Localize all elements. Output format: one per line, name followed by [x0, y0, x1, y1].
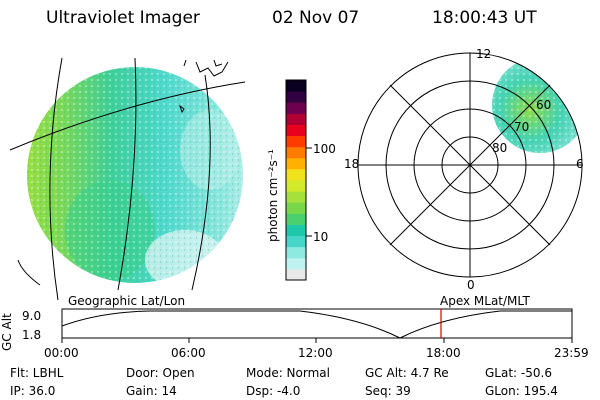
seq-info: Seq: 39 [365, 384, 411, 398]
geographic-grid [9, 57, 246, 301]
mlt-label-12: 12 [476, 47, 492, 61]
mlt-label-6: 6 [576, 157, 584, 171]
colorbar-segment [286, 168, 306, 181]
colorbar-segment [286, 268, 306, 281]
gc-alt-info: GC Alt: 4.7 Re [365, 366, 449, 380]
gain-info: Gain: 14 [126, 384, 177, 398]
ytick-1-8: 1.8 [22, 328, 42, 342]
date-label: 02 Nov 07 [272, 8, 360, 28]
colorbar-segment [286, 113, 306, 125]
glat-info: GLat: -50.6 [485, 366, 552, 380]
colorbar-segment [286, 235, 306, 248]
colorbar-segment [286, 102, 306, 114]
xtick-0000: 00:00 [44, 346, 79, 360]
ytick-9: 9.0 [22, 309, 42, 323]
colorbar-segment [286, 135, 306, 148]
xtick-2359: 23:59 [554, 346, 589, 360]
colorbar [286, 80, 306, 281]
colorbar-segment [286, 191, 306, 203]
gc-alt-axis-title: GC Alt [0, 313, 14, 351]
colorbar-segment [286, 180, 306, 192]
polar-plot [357, 52, 583, 278]
colorbar-segment [286, 224, 306, 237]
mlat-label-60: 60 [536, 98, 552, 112]
mlat-label-80: 80 [492, 141, 508, 155]
colorbar-segment [286, 246, 306, 259]
apex-label: Apex MLat/MLT [440, 294, 530, 308]
geographic-label: Geographic Lat/Lon [68, 294, 186, 308]
mlt-label-18: 18 [344, 157, 360, 171]
timeline-plot [61, 308, 573, 343]
coastline [179, 59, 229, 114]
dsp-info: Dsp: -4.0 [246, 384, 301, 398]
mlat-label-70: 70 [514, 120, 530, 134]
ip-info: IP: 36.0 [10, 384, 56, 398]
page-title: Ultraviolet Imager [46, 8, 200, 28]
colorbar-segment [286, 124, 306, 137]
colorbar-segment [286, 157, 306, 170]
xtick-0600: 06:00 [171, 346, 206, 360]
colorbar-segment [286, 91, 306, 103]
door-info: Door: Open [126, 366, 195, 380]
colorbar-tick-100: 100 [313, 142, 336, 156]
colorbar-segment [286, 257, 306, 270]
xtick-1800: 18:00 [426, 346, 461, 360]
colorbar-segment [286, 202, 306, 214]
glon-info: GLon: 195.4 [485, 384, 558, 398]
colorbar-segment [286, 80, 306, 92]
filter-info: Flt: LBHL [10, 366, 64, 380]
colorbar-tick-10: 10 [313, 230, 329, 244]
time-label: 18:00:43 UT [432, 8, 537, 28]
colorbar-label: photon cm⁻²s⁻¹ [266, 149, 280, 242]
mlt-label-0: 0 [467, 278, 475, 292]
colorbar-segment [286, 146, 306, 159]
mode-info: Mode: Normal [246, 366, 330, 380]
xtick-1200: 12:00 [298, 346, 333, 360]
colorbar-segment [286, 213, 306, 225]
